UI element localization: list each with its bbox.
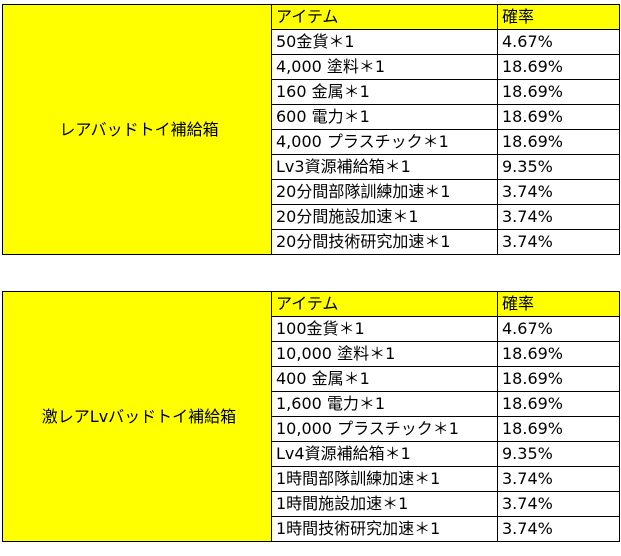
item-cell: 1時間技術研究加速＊1 [271, 516, 498, 542]
rate-cell: 18.69% [497, 416, 620, 442]
rate-cell: 18.69% [497, 79, 620, 105]
table-row: Lv3資源補給箱＊1 9.35% [3, 154, 620, 180]
item-cell: 10,000 プラスチック＊1 [271, 416, 498, 442]
drop-rate-table: 激レアLvバッドトイ補給箱 アイテム 確率 100金貨＊1 4.67% 10,00… [2, 291, 620, 542]
header-rate: 確率 [497, 4, 620, 30]
rate-cell: 4.67% [497, 29, 620, 55]
item-cell: 1時間施設加速＊1 [271, 491, 498, 517]
table-row: 10,000 プラスチック＊1 18.69% [3, 416, 620, 442]
rate-cell: 18.69% [497, 54, 620, 80]
item-cell: Lv4資源補給箱＊1 [271, 441, 498, 467]
header-item: アイテム [271, 4, 498, 30]
supply-box-table-super-rare: 激レアLvバッドトイ補給箱 アイテム 確率 100金貨＊1 4.67% 10,00… [2, 291, 620, 542]
box-name-cell: 激レアLvバッドトイ補給箱 [2, 291, 272, 542]
item-cell: 10,000 塗料＊1 [271, 341, 498, 367]
rate-cell: 18.69% [497, 104, 620, 130]
item-cell: 50金貨＊1 [271, 29, 498, 55]
rate-cell: 18.69% [497, 391, 620, 417]
rate-cell: 3.74% [497, 179, 620, 205]
table-row: 1時間施設加速＊1 3.74% [3, 491, 620, 517]
table-row: 20分間技術研究加速＊1 3.74% [3, 229, 620, 255]
rate-cell: 3.74% [497, 491, 620, 517]
item-cell: Lv3資源補給箱＊1 [271, 154, 498, 180]
table-row: 1時間部隊訓練加速＊1 3.74% [3, 466, 620, 492]
drop-rate-table: レアバッドトイ補給箱 アイテム 確率 50金貨＊1 4.67% 4,000 塗料＊… [2, 4, 620, 255]
rate-cell: 18.69% [497, 341, 620, 367]
rate-cell: 3.74% [497, 466, 620, 492]
table-header-row: 激レアLvバッドトイ補給箱 アイテム 確率 [2, 291, 620, 542]
table-row: 4,000 プラスチック＊1 18.69% [3, 129, 620, 155]
item-cell: 20分間施設加速＊1 [271, 204, 498, 230]
table-row: 160 金属＊1 18.69% [3, 79, 620, 105]
table-header-row: レアバッドトイ補給箱 アイテム 確率 [2, 4, 620, 255]
table-row: 1時間技術研究加速＊1 3.74% [3, 516, 620, 542]
item-cell: 600 電力＊1 [271, 104, 498, 130]
table-row: 400 金属＊1 18.69% [3, 366, 620, 392]
table-row: 20分間部隊訓練加速＊1 3.74% [3, 179, 620, 205]
header-rate: 確率 [497, 291, 620, 317]
header-item: アイテム [271, 291, 498, 317]
rate-cell: 9.35% [497, 441, 620, 467]
table-row: 10,000 塗料＊1 18.69% [3, 341, 620, 367]
table-row: 600 電力＊1 18.69% [3, 104, 620, 130]
table-row: 50金貨＊1 4.67% [3, 29, 620, 55]
rate-cell: 9.35% [497, 154, 620, 180]
item-cell: 160 金属＊1 [271, 79, 498, 105]
item-cell: 100金貨＊1 [271, 316, 498, 342]
item-cell: 4,000 塗料＊1 [271, 54, 498, 80]
rate-cell: 4.67% [497, 316, 620, 342]
item-cell: 20分間技術研究加速＊1 [271, 229, 498, 255]
item-cell: 1時間部隊訓練加速＊1 [271, 466, 498, 492]
rate-cell: 18.69% [497, 366, 620, 392]
item-cell: 400 金属＊1 [271, 366, 498, 392]
table-row: Lv4資源補給箱＊1 9.35% [3, 441, 620, 467]
supply-box-table-rare: レアバッドトイ補給箱 アイテム 確率 50金貨＊1 4.67% 4,000 塗料＊… [2, 4, 620, 255]
rate-cell: 3.74% [497, 516, 620, 542]
rate-cell: 18.69% [497, 129, 620, 155]
rate-cell: 3.74% [497, 229, 620, 255]
rate-cell: 3.74% [497, 204, 620, 230]
table-row: 1,600 電力＊1 18.69% [3, 391, 620, 417]
table-row: 20分間施設加速＊1 3.74% [3, 204, 620, 230]
item-cell: 20分間部隊訓練加速＊1 [271, 179, 498, 205]
item-cell: 4,000 プラスチック＊1 [271, 129, 498, 155]
item-cell: 1,600 電力＊1 [271, 391, 498, 417]
box-name-cell: レアバッドトイ補給箱 [2, 4, 272, 255]
